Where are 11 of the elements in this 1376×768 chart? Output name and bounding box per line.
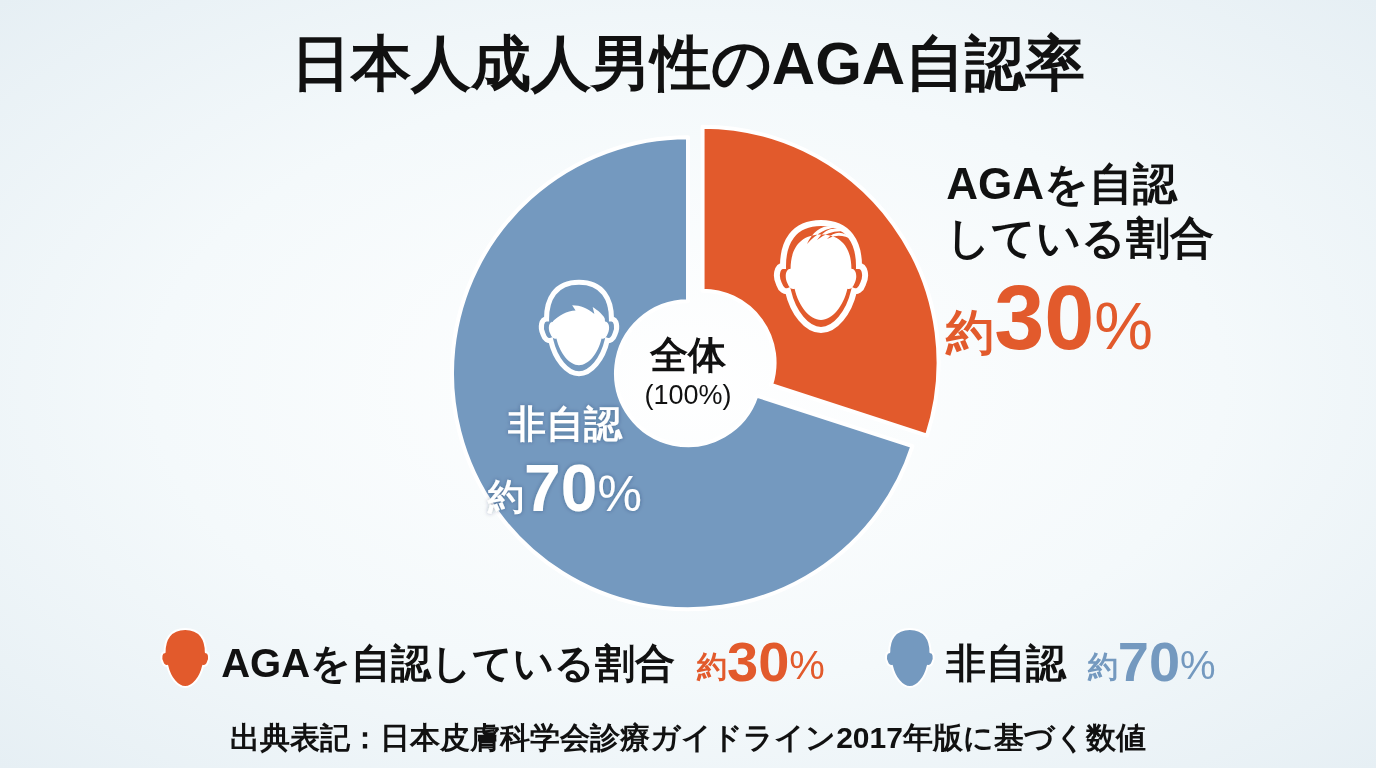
text: 約30% xyxy=(697,629,825,693)
text: 全体 xyxy=(649,334,727,377)
chart-title: 日本人成人男性のAGA自認率 xyxy=(290,29,1086,97)
text: 出典表記：日本皮膚科学会診療ガイドライン2017年版に基づく数値 xyxy=(230,720,1146,754)
text: 約70% xyxy=(1087,629,1216,693)
slice-label: AGAを自認している割合 xyxy=(946,158,1216,265)
slice-label: 非自認 xyxy=(506,402,623,445)
legend-label: AGAを自認している割合 xyxy=(221,641,676,685)
data-label: 約30% xyxy=(946,268,1153,369)
text: (100%) xyxy=(644,380,732,411)
legend-label: 非自認 xyxy=(944,641,1067,685)
